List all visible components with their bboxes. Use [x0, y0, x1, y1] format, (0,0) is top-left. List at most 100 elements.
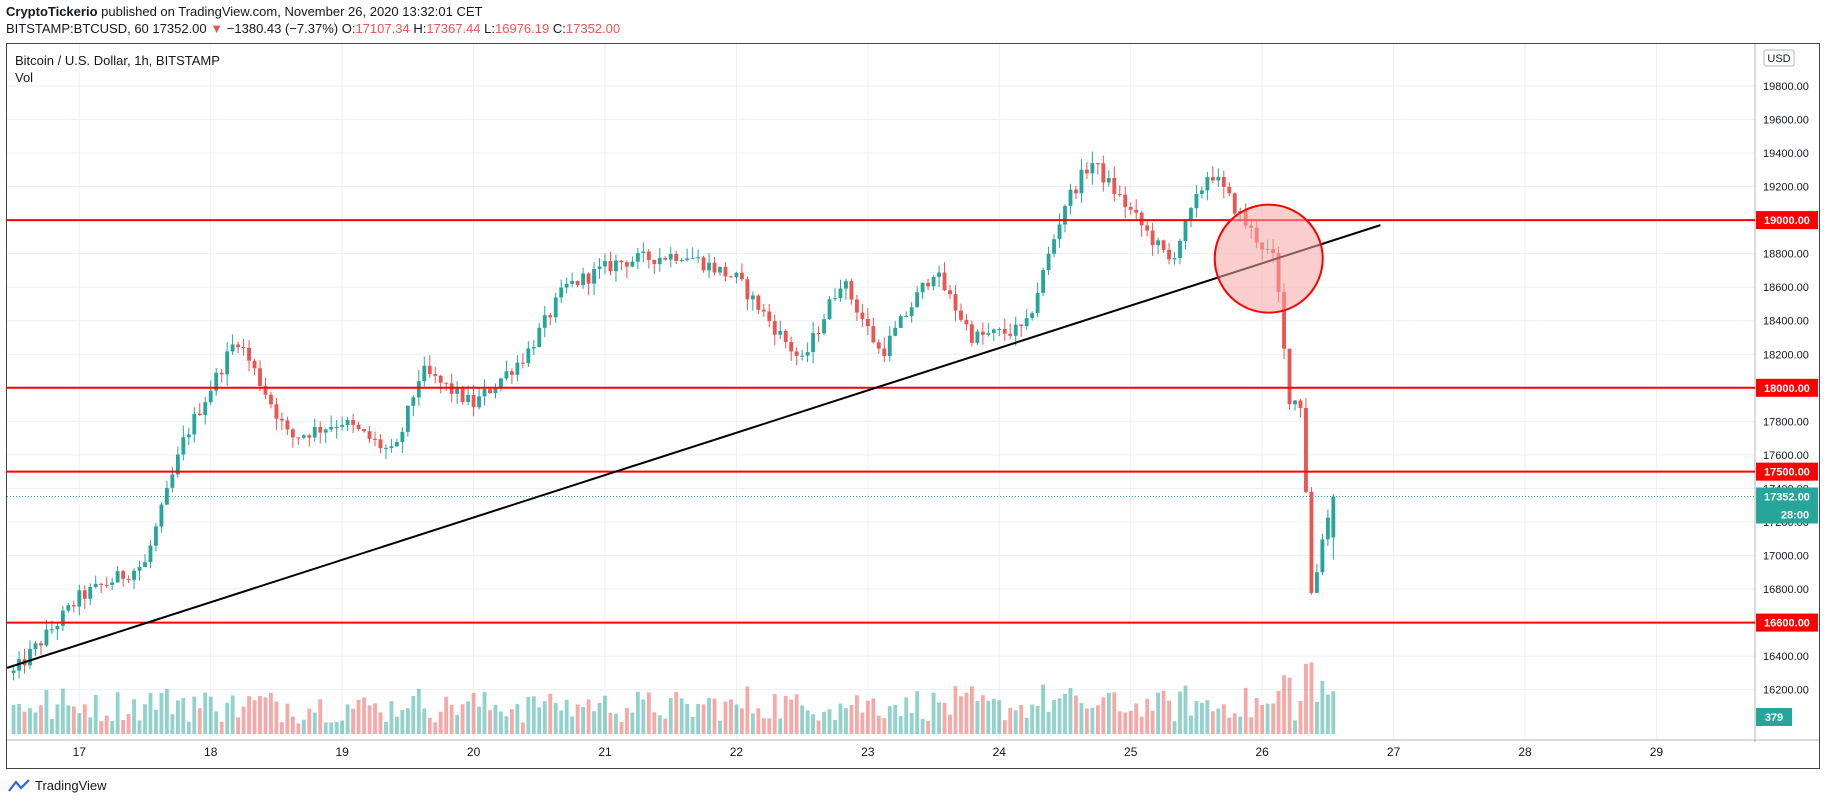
candle-body — [411, 397, 416, 406]
candle-body — [553, 297, 558, 318]
x-tick-label: 28 — [1518, 745, 1532, 759]
volume-bar — [1046, 711, 1051, 734]
volume-bar — [986, 700, 991, 734]
chart-legend: Bitcoin / U.S. Dollar, 1h, BITSTAMP Vol — [15, 52, 220, 86]
candle-body — [192, 413, 197, 435]
volume-bar — [269, 692, 273, 734]
volume-bar — [646, 692, 651, 734]
x-tick-label: 19 — [335, 745, 349, 759]
volume-bar — [471, 692, 476, 734]
volume-bar — [247, 696, 251, 734]
candle-body — [499, 378, 503, 388]
volume-bar — [159, 692, 164, 734]
volume-bar — [575, 704, 580, 734]
volume-bar — [290, 716, 295, 734]
chart-frame[interactable] — [6, 43, 1820, 769]
candle-body — [290, 429, 295, 438]
volume-bar — [422, 708, 427, 734]
candle-body — [438, 375, 443, 383]
candle-body — [230, 344, 235, 352]
candle-body — [181, 437, 186, 455]
volume-bar — [252, 700, 257, 734]
volume-bar — [542, 701, 547, 734]
candle-body — [274, 404, 279, 419]
candle-body — [942, 272, 947, 291]
candle-body — [663, 258, 668, 260]
volume-bar — [849, 705, 854, 734]
x-tick-label: 25 — [1124, 745, 1138, 759]
candle-body — [323, 429, 328, 433]
candle-body — [597, 266, 602, 269]
volume-bar — [685, 703, 690, 734]
candle-body — [82, 590, 87, 599]
volume-bar — [1232, 713, 1237, 734]
volume-bar — [1298, 701, 1303, 734]
candle-body — [526, 348, 531, 364]
x-tick-label: 17 — [73, 745, 87, 759]
candle-body — [986, 333, 991, 335]
volume-bar — [60, 688, 65, 734]
candle-body — [668, 253, 673, 260]
candle-body — [148, 545, 153, 563]
candle-body — [307, 435, 312, 438]
candle-body — [1282, 292, 1286, 349]
volume-bar — [340, 720, 345, 734]
volume-bar — [1161, 690, 1166, 734]
candle-body — [115, 571, 120, 583]
candle-body — [296, 437, 301, 439]
low-value: 16976.19 — [495, 21, 550, 36]
candle-body — [236, 344, 241, 348]
y-tick-label: 18200.00 — [1763, 349, 1809, 361]
candle-body — [170, 474, 175, 488]
volume-bar — [619, 721, 624, 734]
volume-bar — [767, 718, 772, 734]
candle-body — [893, 327, 898, 336]
volume-bar — [1123, 712, 1128, 734]
volume-bar — [668, 698, 673, 734]
volume-bar — [433, 722, 438, 734]
volume-bar — [17, 703, 21, 734]
high-label: H: — [413, 21, 427, 36]
volume-bar — [367, 705, 372, 734]
tradingview-brand: TradingView — [35, 778, 107, 793]
candle-body — [99, 583, 104, 585]
volume-bar — [411, 696, 416, 734]
y-tick-label: 18600.00 — [1763, 282, 1809, 294]
volume-bar — [904, 697, 909, 734]
candle-body — [334, 426, 339, 428]
volume-bar — [701, 704, 706, 734]
volume-bar — [143, 704, 147, 734]
author-name[interactable]: CryptoTickerio — [6, 4, 98, 19]
volume-bar — [937, 702, 941, 734]
candle-body — [1298, 400, 1303, 408]
volume-bar — [362, 697, 366, 734]
candle-body — [537, 327, 542, 347]
volume-bar — [805, 710, 810, 734]
volume-bar — [876, 715, 881, 734]
candle-body — [926, 282, 931, 287]
candle-body — [624, 262, 629, 267]
volume-bar — [789, 699, 794, 734]
candle-body — [811, 333, 816, 353]
level-price-label: 17500.00 — [1764, 467, 1810, 479]
volume-bar — [980, 695, 985, 734]
volume-bar — [581, 707, 586, 734]
volume-tag-label: 379 — [1765, 712, 1783, 724]
candle-body — [1112, 177, 1117, 194]
bar-countdown-label: 28:00 — [1781, 509, 1809, 521]
volume-bar — [444, 696, 449, 734]
volume-bar — [909, 713, 914, 734]
volume-bar — [482, 691, 487, 734]
volume-bar — [838, 703, 843, 734]
x-tick-label: 29 — [1650, 745, 1664, 759]
candle-body — [920, 282, 925, 293]
volume-bar — [88, 717, 93, 734]
volume-bar — [225, 702, 230, 734]
candle-body — [175, 454, 180, 475]
candle-body — [520, 362, 525, 364]
tradingview-logo[interactable]: TradingView — [8, 778, 107, 793]
volume-bar — [1304, 663, 1308, 734]
candle-body — [1106, 177, 1111, 183]
volume-bar — [690, 716, 695, 734]
